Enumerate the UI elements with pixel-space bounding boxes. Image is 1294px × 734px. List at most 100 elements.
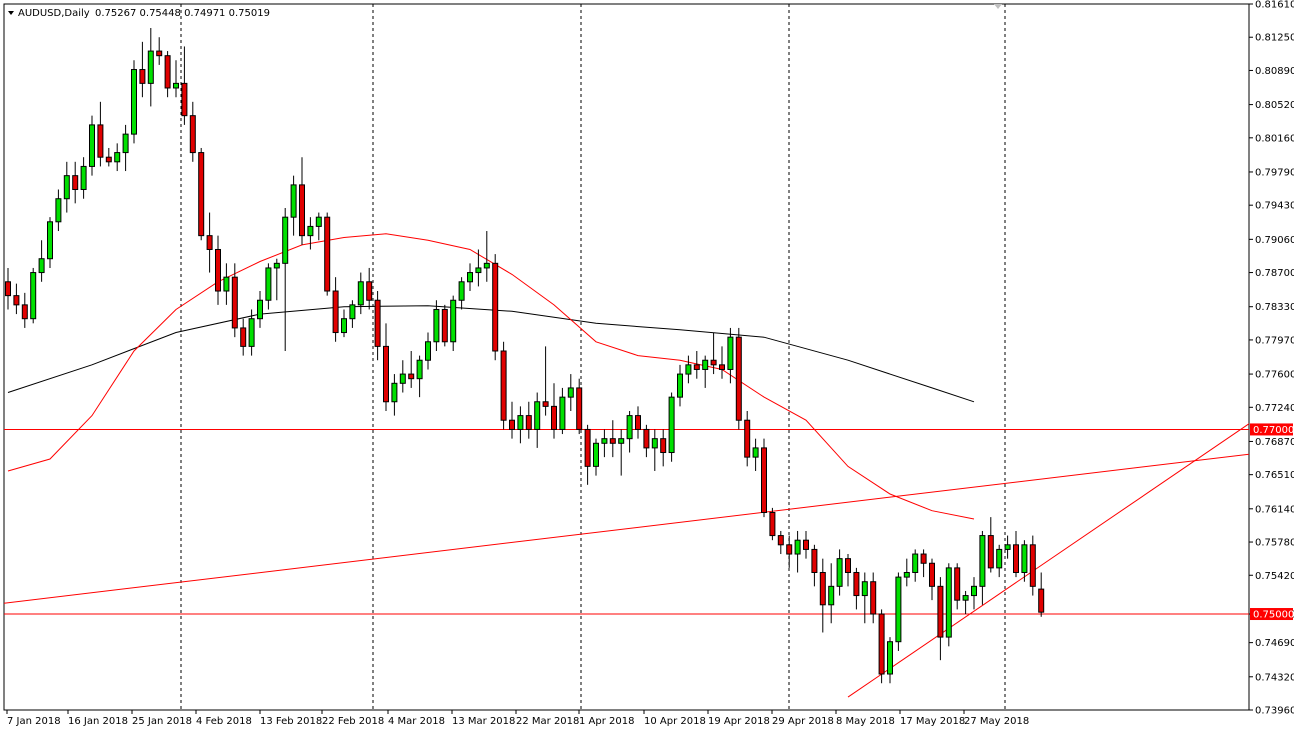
candle-body-92 (777, 535, 784, 546)
candle-71 (601, 429, 608, 458)
candle-body-67 (567, 387, 574, 398)
candle-94 (794, 530, 801, 573)
candle-body-98 (828, 585, 835, 606)
candle-body-40 (341, 318, 347, 334)
candle-body-123 (1038, 588, 1045, 613)
candle-body-88 (744, 419, 751, 458)
symbol-label: AUDUSD,Daily (18, 8, 90, 19)
candle-123 (1038, 572, 1045, 617)
candle-body-54 (458, 281, 465, 301)
candle-body-59 (500, 350, 507, 421)
candle-113 (954, 563, 961, 610)
candle-body-10 (89, 124, 95, 167)
candle-body-107 (903, 571, 910, 578)
candle-115 (971, 577, 977, 610)
candle-114 (962, 590, 969, 615)
candle-74 (626, 410, 633, 453)
ohlc-values: 0.75267 0.75448 0.74971 0.75019 (95, 8, 270, 19)
x-axis: 7 Jan 2018 16 Jan 2018 25 Jan 2018 4 Feb 20… (6, 710, 1029, 727)
menu-triangle-icon[interactable] (8, 11, 14, 15)
candle-body-13 (114, 152, 121, 163)
candle-body-82 (693, 364, 700, 370)
candle-body-52 (441, 308, 448, 343)
candle-28 (240, 318, 247, 356)
candle-29 (248, 309, 255, 356)
candle-body-14 (122, 133, 129, 154)
candle-body-103 (870, 581, 877, 615)
candle-78 (660, 429, 667, 467)
candle-body-19 (164, 55, 171, 89)
candle-body-115 (971, 585, 977, 597)
candle-body-93 (786, 544, 793, 555)
candle-91 (769, 507, 776, 541)
x-tick-label-12: 29 Apr 2018 (772, 716, 834, 727)
candle-45 (383, 323, 389, 411)
candle-body-50 (425, 341, 431, 361)
candle-86 (727, 327, 734, 384)
candle-body-23 (198, 152, 205, 237)
candle-body-4 (38, 258, 45, 274)
level-tag-0 (1250, 423, 1293, 436)
y-tick-label-12: 0.77240 (1255, 403, 1294, 414)
candle-2 (21, 292, 28, 328)
candle-53 (450, 295, 457, 352)
candle-body-5 (47, 221, 53, 260)
x-tick-label-8: 22 Mar 2018 (516, 716, 579, 727)
candle-65 (551, 383, 557, 439)
candle-58 (492, 254, 499, 361)
y-tick-label-7: 0.79060 (1255, 235, 1294, 246)
candle-body-113 (954, 567, 961, 601)
candle-81 (685, 355, 692, 384)
y-tick-label-1: 0.81250 (1255, 33, 1294, 44)
candle-1 (13, 283, 20, 315)
candle-54 (458, 277, 465, 310)
level-tag-label-0: 0.77000 (1253, 425, 1294, 436)
candle-body-11 (97, 124, 104, 158)
candle-107 (903, 558, 910, 587)
candle-body-90 (761, 447, 767, 514)
candle-body-34 (290, 184, 297, 218)
candle-13 (114, 143, 121, 172)
candle-42 (357, 272, 364, 315)
candle-5 (47, 217, 53, 268)
candle-87 (735, 327, 742, 430)
candle-105 (887, 637, 893, 684)
candle-9 (80, 157, 87, 199)
candle-57 (483, 231, 490, 282)
x-tick-label-9: 1 Apr 2018 (579, 716, 634, 727)
candle-body-16 (139, 69, 146, 84)
trendlines (4, 423, 1249, 698)
y-tick-label-16: 0.75780 (1255, 538, 1294, 549)
candle-11 (97, 101, 104, 167)
candle-body-101 (853, 571, 860, 597)
candle-24 (206, 212, 213, 273)
candle-body-105 (887, 641, 893, 675)
candle-body-104 (878, 613, 885, 675)
shift-marker-icon[interactable] (994, 4, 1002, 9)
candle-48 (408, 351, 415, 388)
candle-38 (324, 212, 331, 296)
chart-header: AUDUSD,Daily 0.75267 0.75448 0.74971 0.7… (8, 8, 270, 19)
candle-body-49 (416, 359, 423, 380)
candle-body-83 (702, 359, 709, 370)
level-tag-label-1: 0.75000 (1253, 610, 1294, 621)
candle-83 (702, 355, 709, 388)
candle-body-64 (542, 401, 549, 407)
candle-body-2 (21, 304, 28, 320)
candle-body-25 (215, 248, 221, 292)
candle-50 (425, 332, 431, 370)
y-tick-label-15: 0.76140 (1255, 504, 1294, 515)
candle-92 (777, 530, 784, 555)
candle-body-31 (265, 267, 272, 301)
candle-101 (853, 567, 860, 610)
ma-slow-line (7, 305, 975, 403)
x-tick-label-5: 22 Feb 2018 (322, 716, 384, 727)
candle-body-61 (517, 415, 524, 430)
candle-82 (693, 351, 700, 379)
candle-21 (181, 46, 188, 125)
candle-body-48 (408, 373, 415, 380)
trendline-0 (4, 453, 1249, 604)
candle-body-51 (433, 308, 440, 343)
candle-12 (105, 147, 112, 167)
